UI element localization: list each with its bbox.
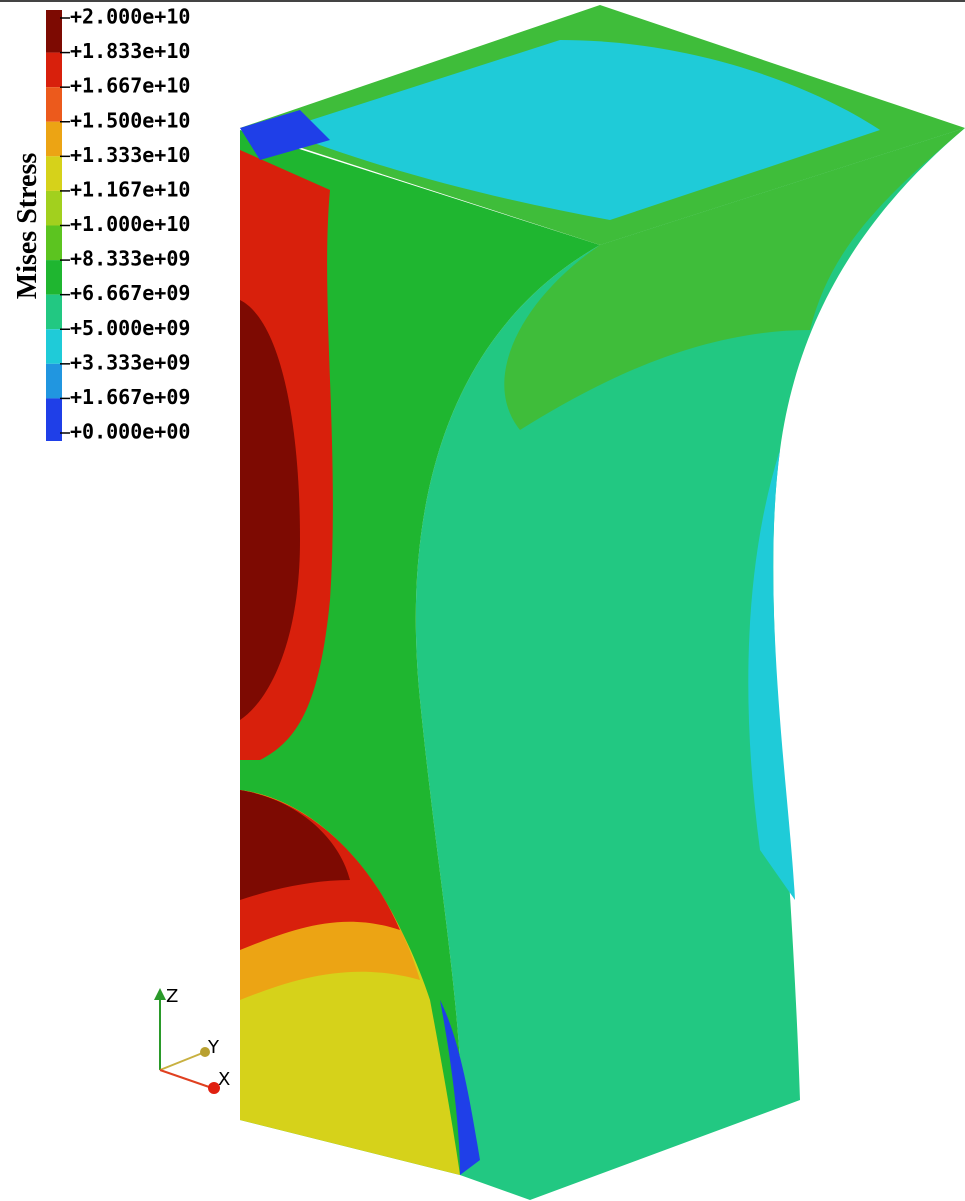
legend-swatch bbox=[46, 122, 62, 157]
legend-swatch bbox=[46, 226, 62, 261]
legend-swatch bbox=[46, 191, 62, 226]
legend-label: +1.667e+10 bbox=[70, 74, 190, 98]
legend-swatch bbox=[46, 156, 62, 191]
legend-label: +8.333e+09 bbox=[70, 247, 190, 271]
triad-z-arrow bbox=[154, 988, 166, 1000]
legend-label: +1.333e+10 bbox=[70, 143, 190, 167]
legend-label: +1.500e+10 bbox=[70, 108, 190, 132]
viewport: Z Y X Mises Stress +2.000e+10+1.833e+10+… bbox=[0, 0, 965, 1201]
legend-label: +1.167e+10 bbox=[70, 177, 190, 201]
legend: +2.000e+10 +1.833e+10 +1.667e+10 +1.500e+10… bbox=[46, 5, 190, 444]
legend-swatch bbox=[46, 398, 62, 441]
legend-swatch bbox=[46, 295, 62, 330]
triad-y-axis bbox=[160, 1052, 205, 1070]
legend-swatch bbox=[46, 364, 62, 399]
legend-swatch bbox=[46, 10, 62, 53]
legend-label: +1.667e+09 bbox=[70, 385, 190, 409]
legend-swatch bbox=[46, 53, 62, 88]
legend-label: +5.000e+09 bbox=[70, 316, 190, 340]
legend-label: +3.333e+09 bbox=[70, 350, 190, 374]
triad-x-label: X bbox=[218, 1069, 230, 1090]
legend-label: +1.000e+10 bbox=[70, 212, 190, 236]
legend-swatch bbox=[46, 260, 62, 295]
legend-swatch bbox=[46, 329, 62, 364]
legend-label: +0.000e+00 bbox=[70, 420, 190, 444]
triad-z-label: Z bbox=[166, 986, 178, 1007]
legend-label: +6.667e+09 bbox=[70, 281, 190, 305]
legend-title: Mises Stress bbox=[12, 153, 43, 300]
triad-x-axis bbox=[160, 1070, 212, 1088]
legend-label: +1.833e+10 bbox=[70, 39, 190, 63]
triad-y-label: Y bbox=[207, 1037, 220, 1058]
page: {"legend": {"title": "Mises Stress", "la… bbox=[0, 0, 965, 1201]
legend-label: +2.000e+10 bbox=[70, 5, 190, 29]
legend-swatch bbox=[46, 87, 62, 122]
